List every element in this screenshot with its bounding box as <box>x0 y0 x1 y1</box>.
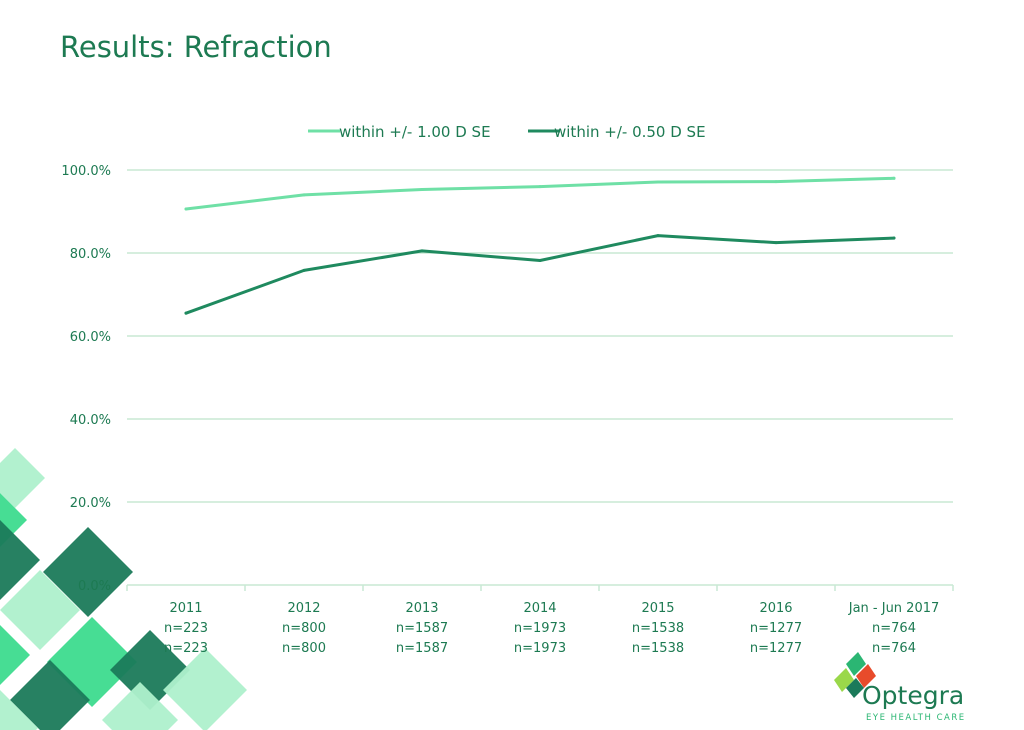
series-0-point-6 <box>892 176 896 180</box>
x-category-label-6-1: n=764 <box>872 621 916 636</box>
logo-petal-green <box>846 652 866 676</box>
x-category-label-1-1: n=800 <box>282 621 326 636</box>
x-category-label-2-1: n=1587 <box>396 621 448 636</box>
decor-diamond-11 <box>0 690 38 730</box>
decor-diamond-3 <box>43 527 133 617</box>
logo-petal-lime <box>834 668 854 692</box>
chart-series <box>184 176 896 315</box>
x-category-label-4-1: n=1538 <box>632 621 684 636</box>
decor-diamond-0 <box>0 448 45 508</box>
y-tick-label-1: 20.0% <box>70 496 111 511</box>
chart-gridlines <box>127 169 953 586</box>
x-category-label-0-1: n=223 <box>164 621 208 636</box>
series-1-point-0 <box>184 311 188 315</box>
decor-diamond-9 <box>10 660 90 730</box>
logo-petal-dark <box>846 678 864 698</box>
chart-legend: within +/- 1.00 D SE within +/- 0.50 D SE <box>308 123 706 141</box>
series-1-point-6 <box>892 236 896 240</box>
x-category-label-1-0: 2012 <box>287 601 320 616</box>
decor-diamond-10 <box>102 682 178 730</box>
x-category-label-3-0: 2014 <box>523 601 556 616</box>
decor-diamond-8 <box>163 648 247 730</box>
series-0-point-4 <box>656 180 660 184</box>
series-1-point-3 <box>538 258 542 262</box>
series-1-point-4 <box>656 234 660 238</box>
series-1-point-2 <box>420 249 424 253</box>
legend-label-1: within +/- 0.50 D SE <box>554 123 706 141</box>
x-category-label-5-1: n=1277 <box>750 621 802 636</box>
series-line-1 <box>184 234 896 315</box>
y-tick-label-4: 80.0% <box>70 247 111 262</box>
logo-petal-red <box>856 664 876 688</box>
x-category-label-2-0: 2013 <box>405 601 438 616</box>
x-category-label-5-2: n=1277 <box>750 641 802 656</box>
series-0-point-0 <box>184 207 188 211</box>
decorative-pattern <box>0 448 247 730</box>
x-category-label-1-2: n=800 <box>282 641 326 656</box>
y-tick-label-5: 100.0% <box>61 164 111 179</box>
logo-tagline: EYE HEALTH CARE <box>866 713 966 723</box>
decor-diamond-4 <box>0 570 80 650</box>
series-line-0 <box>184 176 896 211</box>
slide-title: Results: Refraction <box>60 30 332 64</box>
optegra-logo: Optegra EYE HEALTH CARE <box>834 652 966 723</box>
x-category-label-3-2: n=1973 <box>514 641 566 656</box>
x-axis-ticks: 2011 n=223 n=223 2012 n=800 n=800 2013 n=1587 n=… <box>126 585 954 656</box>
series-1-point-1 <box>302 268 306 272</box>
x-category-label-4-0: 2015 <box>641 601 674 616</box>
x-category-label-2-2: n=1587 <box>396 641 448 656</box>
x-category-label-0-2: n=223 <box>164 641 208 656</box>
decor-diamond-5 <box>0 625 30 685</box>
x-category-label-6-0: Jan - Jun 2017 <box>848 601 940 616</box>
y-tick-label-2: 40.0% <box>70 413 111 428</box>
series-1-point-5 <box>774 241 778 245</box>
series-0-point-1 <box>302 193 306 197</box>
y-tick-label-3: 60.0% <box>70 330 111 345</box>
series-0-point-5 <box>774 180 778 184</box>
x-category-label-3-1: n=1973 <box>514 621 566 636</box>
x-category-label-6-2: n=764 <box>872 641 916 656</box>
series-0-point-2 <box>420 188 424 192</box>
x-category-label-5-0: 2016 <box>759 601 792 616</box>
y-axis-ticks: 0.0% 20.0% 40.0% 60.0% 80.0% 100.0% <box>61 164 111 594</box>
legend-label-0: within +/- 1.00 D SE <box>339 123 491 141</box>
series-0-point-3 <box>538 185 542 189</box>
y-tick-label-0: 0.0% <box>78 579 111 594</box>
decor-diamond-2 <box>0 520 40 600</box>
x-category-label-4-2: n=1538 <box>632 641 684 656</box>
x-category-label-0-0: 2011 <box>169 601 202 616</box>
logo-wordmark: Optegra <box>862 681 964 710</box>
